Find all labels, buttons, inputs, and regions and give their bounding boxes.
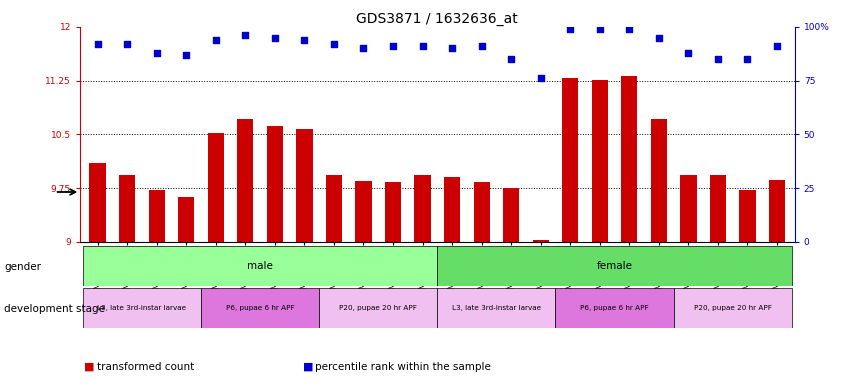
Text: L3, late 3rd-instar larvae: L3, late 3rd-instar larvae [98,305,187,311]
Bar [201,288,320,328]
Bar [555,288,674,328]
Bar [237,119,253,242]
Point [563,26,577,32]
Point [209,37,223,43]
Point [357,45,370,51]
Bar [208,133,224,242]
Bar [651,119,667,242]
Bar [385,182,401,242]
Bar [739,190,755,242]
Point [268,35,282,41]
Bar [444,177,460,242]
Bar [320,288,437,328]
Text: L3, late 3rd-instar larvae: L3, late 3rd-instar larvae [452,305,541,311]
Point [475,43,489,49]
Bar [356,181,372,242]
Bar [532,240,549,242]
Bar [415,175,431,242]
Title: GDS3871 / 1632636_at: GDS3871 / 1632636_at [357,12,518,26]
Bar [178,197,194,242]
Text: female: female [596,261,632,271]
Text: percentile rank within the sample: percentile rank within the sample [315,362,491,372]
Bar [674,288,791,328]
Bar [83,246,437,286]
Bar [710,175,726,242]
Point [682,50,696,56]
Text: P20, pupae 20 hr APF: P20, pupae 20 hr APF [339,305,417,311]
Point [179,52,193,58]
Bar [437,288,555,328]
Point [741,56,754,62]
Point [91,41,104,47]
Point [622,26,636,32]
Point [120,41,134,47]
Text: ■: ■ [84,362,94,372]
Text: P6, pupae 6 hr APF: P6, pupae 6 hr APF [580,305,649,311]
Bar [149,190,165,242]
Text: gender: gender [4,262,41,272]
Bar [437,246,791,286]
Text: ■: ■ [303,362,313,372]
Text: transformed count: transformed count [97,362,194,372]
Point [505,56,518,62]
Bar [592,80,608,242]
Bar [621,76,637,242]
Bar [562,78,579,242]
Text: development stage: development stage [4,304,105,314]
Text: P20, pupae 20 hr APF: P20, pupae 20 hr APF [694,305,772,311]
Point [386,43,399,49]
Bar [325,175,342,242]
Point [327,41,341,47]
Point [770,43,784,49]
Point [446,45,459,51]
Text: P6, pupae 6 hr APF: P6, pupae 6 hr APF [225,305,294,311]
Point [150,50,163,56]
Bar [119,175,135,242]
Bar [296,129,313,242]
Bar [503,188,519,242]
Bar [769,180,785,242]
Point [298,37,311,43]
Bar [473,182,489,242]
Point [593,26,606,32]
Bar [89,163,106,242]
Point [534,75,547,81]
Bar [267,126,283,242]
Point [711,56,725,62]
Bar [680,175,696,242]
Text: male: male [247,261,273,271]
Point [239,32,252,38]
Point [415,43,429,49]
Bar [83,288,201,328]
Point [652,35,665,41]
